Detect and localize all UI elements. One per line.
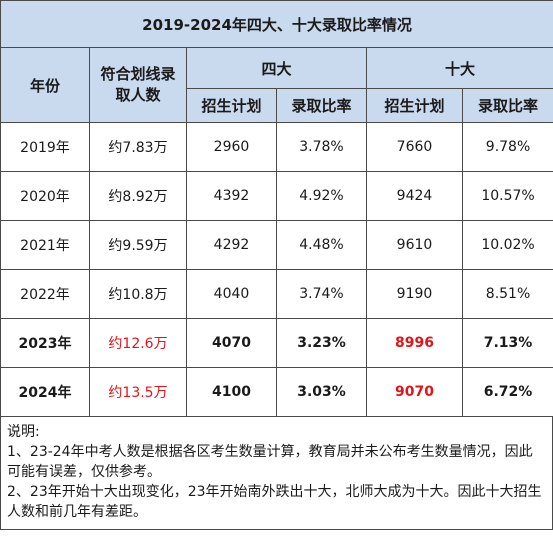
cell-ten-ratio: 9.78%: [461, 122, 553, 172]
cell-people: 约10.8万: [89, 269, 187, 319]
cell-four-plan: 4392: [186, 171, 277, 221]
cell-year: 2022年: [0, 269, 90, 319]
cell-ten-ratio: 10.57%: [461, 171, 553, 221]
cell-year: 2023年: [0, 318, 90, 368]
table-row: 2019年 约7.83万 2960 3.78% 7660 9.78%: [0, 122, 553, 172]
cell-four-plan: 4292: [186, 220, 277, 270]
cell-four-ratio: 3.78%: [276, 122, 367, 172]
cell-ten-ratio: 6.72%: [461, 367, 553, 417]
cell-people: 约13.5万: [89, 367, 187, 417]
cell-four-ratio: 4.48%: [276, 220, 367, 270]
cell-four-plan: 4100: [186, 367, 277, 417]
cell-ten-ratio: 8.51%: [461, 269, 553, 319]
cell-people: 约7.83万: [89, 122, 187, 172]
table-row: 2023年 约12.6万 4070 3.23% 8996 7.13%: [0, 318, 553, 368]
cell-four-plan: 4070: [186, 318, 277, 368]
cell-people: 约12.6万: [89, 318, 187, 368]
cell-four-plan: 4040: [186, 269, 277, 319]
notes-line-1: 1、23-24年中考人数是根据各区考生数量计算，教育局并未公布考生数量情况，因此…: [7, 444, 533, 480]
header-ten-ratio: 录取比率: [461, 88, 553, 123]
cell-year: 2024年: [0, 367, 90, 417]
header-four-plan: 招生计划: [186, 88, 277, 123]
header-qualified-people: 符合划线录取人数: [89, 47, 187, 123]
cell-ten-ratio: 10.02%: [461, 220, 553, 270]
table-row: 2020年 约8.92万 4392 4.92% 9424 10.57%: [0, 171, 553, 221]
cell-people: 约9.59万: [89, 220, 187, 270]
cell-year: 2019年: [0, 122, 90, 172]
table-row: 2022年 约10.8万 4040 3.74% 9190 8.51%: [0, 269, 553, 319]
header-ten-plan: 招生计划: [366, 88, 463, 123]
cell-ten-plan: 9610: [366, 220, 463, 270]
cell-four-plan: 2960: [186, 122, 277, 172]
cell-people: 约8.92万: [89, 171, 187, 221]
notes-line-2: 2、23年开始十大出现变化，23年开始南外跌出十大，北师大成为十大。因此十大招生…: [7, 484, 542, 520]
cell-four-ratio: 4.92%: [276, 171, 367, 221]
table-row: 2021年 约9.59万 4292 4.48% 9610 10.02%: [0, 220, 553, 270]
cell-year: 2021年: [0, 220, 90, 270]
cell-four-ratio: 3.23%: [276, 318, 367, 368]
header-year: 年份: [0, 47, 90, 123]
cell-ten-plan: 9070: [366, 367, 463, 417]
cell-ten-plan: 9190: [366, 269, 463, 319]
cell-ten-plan: 9424: [366, 171, 463, 221]
cell-four-ratio: 3.74%: [276, 269, 367, 319]
header-ten-schools: 十大: [365, 47, 553, 89]
header-four-schools: 四大: [186, 47, 367, 89]
header-four-ratio: 录取比率: [276, 88, 367, 123]
admission-ratio-table: 2019-2024年四大、十大录取比率情况 年份 符合划线录取人数 四大 十大 …: [0, 0, 553, 417]
table-title: 2019-2024年四大、十大录取比率情况: [0, 0, 553, 48]
cell-ten-plan: 8996: [366, 318, 463, 368]
table-row: 2024年 约13.5万 4100 3.03% 9070 6.72%: [0, 367, 553, 417]
cell-ten-ratio: 7.13%: [461, 318, 553, 368]
cell-four-ratio: 3.03%: [276, 367, 367, 417]
notes-section: 说明: 1、23-24年中考人数是根据各区考生数量计算，教育局并未公布考生数量情…: [0, 417, 553, 530]
cell-year: 2020年: [0, 171, 90, 221]
notes-heading: 说明:: [7, 424, 40, 440]
cell-ten-plan: 7660: [366, 122, 463, 172]
